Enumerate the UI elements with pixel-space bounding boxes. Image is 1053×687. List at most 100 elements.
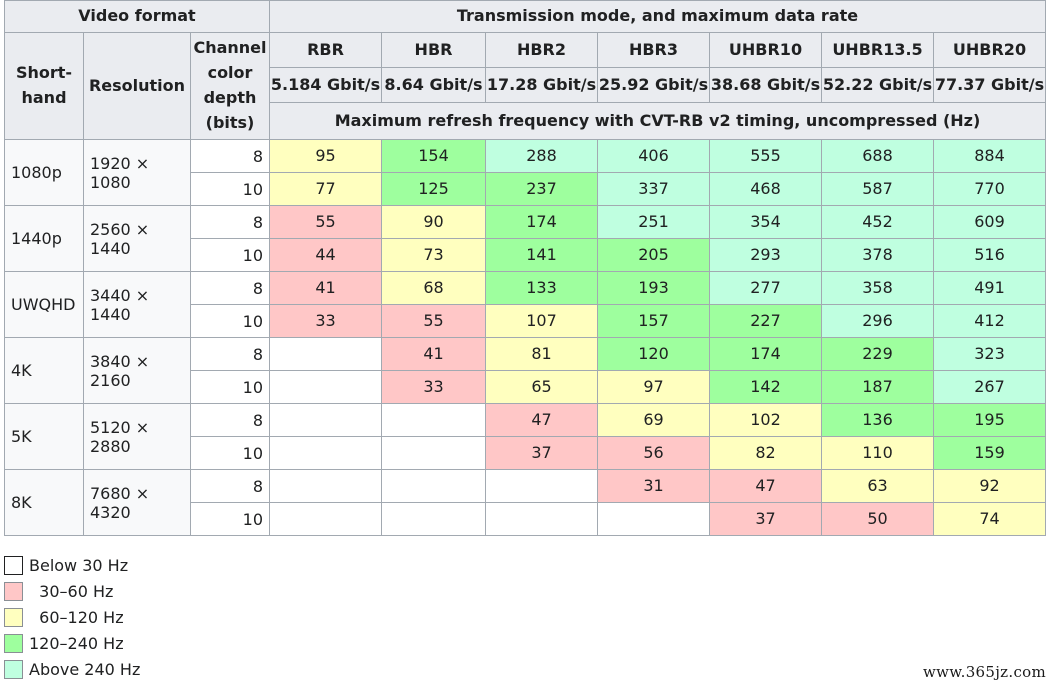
refresh-cell	[269, 403, 382, 437]
refresh-cell: 491	[933, 271, 1046, 305]
refresh-cell: 159	[933, 436, 1046, 470]
refresh-cell: 412	[933, 304, 1046, 338]
refresh-cell	[381, 469, 486, 503]
legend-swatch	[4, 582, 23, 602]
mode-header-hbr2: HBR2	[485, 32, 598, 68]
refresh-cell: 142	[709, 370, 822, 404]
rate-header-uhbr13-5: 52.22 Gbit/s	[821, 67, 934, 103]
refresh-cell: 267	[933, 370, 1046, 404]
refresh-cell: 81	[485, 337, 598, 371]
refresh-cell: 68	[381, 271, 486, 305]
format-shorthand: 8K	[4, 469, 84, 536]
refresh-cell: 406	[597, 139, 710, 173]
refresh-cell: 187	[821, 370, 934, 404]
format-resolution: 3440 × 1440	[83, 271, 191, 338]
refresh-cell: 516	[933, 238, 1046, 272]
color-depth-cell: 8	[190, 271, 270, 305]
shorthand-header: Short-hand	[4, 32, 84, 140]
refresh-cell: 288	[485, 139, 598, 173]
refresh-cell	[269, 502, 382, 536]
color-depth-cell: 10	[190, 502, 270, 536]
table-row: 10 37 50 74	[5, 502, 1046, 536]
rate-header-hbr3: 25.92 Gbit/s	[597, 67, 710, 103]
rate-header-hbr: 8.64 Gbit/s	[381, 67, 486, 103]
depth-header: Channel color depth (bits)	[190, 32, 270, 140]
refresh-cell: 277	[709, 271, 822, 305]
legend-swatch	[4, 556, 23, 576]
refresh-cell: 47	[485, 403, 598, 437]
legend-label: Below 30 Hz	[29, 556, 129, 576]
legend-label: 30–60 Hz	[29, 582, 114, 602]
refresh-cell: 193	[597, 271, 710, 305]
refresh-cell: 95	[269, 139, 382, 173]
refresh-cell: 468	[709, 172, 822, 206]
color-depth-cell: 8	[190, 469, 270, 503]
refresh-cell: 73	[381, 238, 486, 272]
refresh-cell: 323	[933, 337, 1046, 371]
refresh-cell: 251	[597, 205, 710, 239]
refresh-cell	[269, 436, 382, 470]
mode-header-hbr: HBR	[381, 32, 486, 68]
color-depth-cell: 10	[190, 238, 270, 272]
rate-header-hbr2: 17.28 Gbit/s	[485, 67, 598, 103]
table-body: 1080p 1920 × 1080 8 95 154 288 406 555 688 884 10 7…	[4, 139, 1046, 536]
refresh-cell: 174	[485, 205, 598, 239]
refresh-cell: 33	[269, 304, 382, 338]
mode-header-rbr: RBR	[269, 32, 382, 68]
refresh-cell	[269, 337, 382, 371]
resolution-header: Resolution	[83, 32, 191, 140]
refresh-cell: 358	[821, 271, 934, 305]
table-header: Video format Transmission mode, and maxi…	[4, 0, 1046, 140]
color-depth-cell: 8	[190, 337, 270, 371]
table-row: 10 33 55 107 157 227 296 412	[5, 304, 1046, 338]
refresh-cell: 31	[597, 469, 710, 503]
legend-swatch	[4, 659, 23, 679]
mode-header-uhbr10: UHBR10	[709, 32, 822, 68]
refresh-cell: 136	[821, 403, 934, 437]
table-row: 1080p 1920 × 1080 8 95 154 288 406 555 688 884	[4, 139, 1046, 206]
refresh-cell: 609	[933, 205, 1046, 239]
refresh-cell: 63	[821, 469, 934, 503]
color-depth-cell: 10	[190, 304, 270, 338]
refresh-cell: 205	[597, 238, 710, 272]
refresh-cell	[381, 436, 486, 470]
refresh-cell: 102	[709, 403, 822, 437]
refresh-cell: 133	[485, 271, 598, 305]
refresh-cell: 50	[821, 502, 934, 536]
refresh-cell: 688	[821, 139, 934, 173]
mode-header-uhbr13-5: UHBR13.5	[821, 32, 934, 68]
refresh-cell: 65	[485, 370, 598, 404]
table-row: 1440p 2560 × 1440 8 55 90 174 251 354 452 609	[4, 205, 1046, 272]
color-depth-cell: 10	[190, 172, 270, 206]
refresh-cell	[269, 469, 382, 503]
refresh-cell: 69	[597, 403, 710, 437]
color-depth-cell: 8	[190, 205, 270, 239]
refresh-cell: 770	[933, 172, 1046, 206]
video-format-header: Video format	[4, 0, 270, 33]
refresh-cell: 41	[381, 337, 486, 371]
refresh-cell: 296	[821, 304, 934, 338]
refresh-cell: 55	[269, 205, 382, 239]
refresh-cell: 229	[821, 337, 934, 371]
color-depth-cell: 10	[190, 436, 270, 470]
refresh-cell: 354	[709, 205, 822, 239]
refresh-cell: 107	[485, 304, 598, 338]
max-refresh-header: Maximum refresh frequency with CVT-RB v2…	[269, 102, 1046, 140]
refresh-cell: 195	[933, 403, 1046, 437]
table-row: 4K 3840 × 2160 8 41 81 120 174 229 323	[4, 337, 1046, 404]
refresh-cell: 37	[485, 436, 598, 470]
table-row: 10 44 73 141 205 293 378 516	[5, 238, 1046, 272]
refresh-cell: 33	[381, 370, 486, 404]
refresh-cell	[381, 502, 486, 536]
watermark: www.365jz.com	[922, 663, 1046, 681]
refresh-cell: 120	[597, 337, 710, 371]
format-resolution: 3840 × 2160	[83, 337, 191, 404]
refresh-cell: 174	[709, 337, 822, 371]
refresh-cell	[269, 370, 382, 404]
refresh-cell: 90	[381, 205, 486, 239]
refresh-cell	[597, 502, 710, 536]
legend-item: Below 30 Hz	[4, 553, 140, 579]
transmission-header: Transmission mode, and maximum data rate	[269, 0, 1046, 33]
table-row: 10 37 56 82 110 159	[5, 436, 1046, 470]
refresh-cell: 227	[709, 304, 822, 338]
